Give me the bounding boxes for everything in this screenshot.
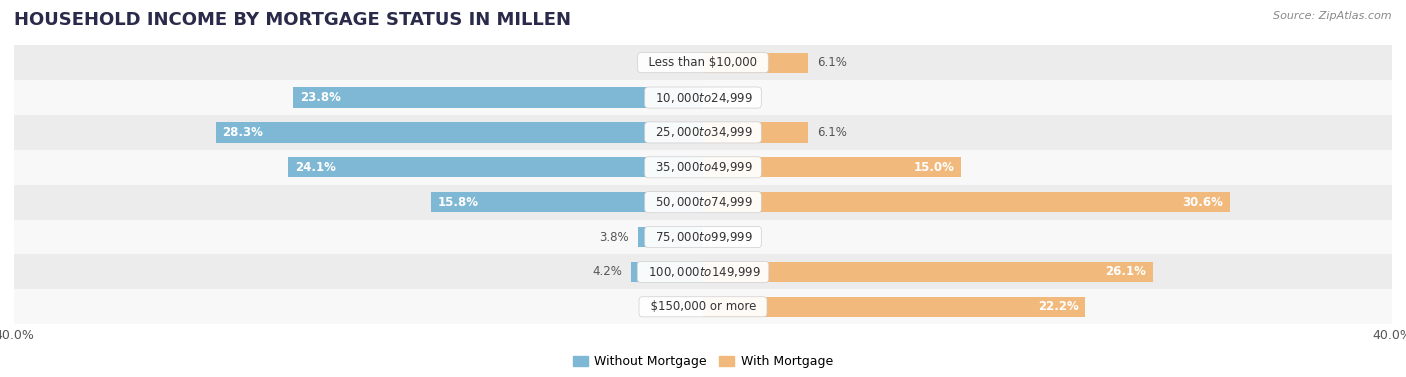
Text: 15.8%: 15.8%: [437, 196, 479, 208]
Bar: [14, 80, 1392, 115]
Text: 22.2%: 22.2%: [1038, 300, 1078, 313]
Text: $100,000 to $149,999: $100,000 to $149,999: [641, 265, 765, 279]
Text: 23.8%: 23.8%: [299, 91, 340, 104]
Text: $150,000 or more: $150,000 or more: [643, 300, 763, 313]
Text: 24.1%: 24.1%: [295, 161, 336, 174]
Bar: [288, 157, 703, 178]
Bar: [14, 290, 1392, 324]
Bar: [14, 45, 1392, 80]
Text: 30.6%: 30.6%: [1182, 196, 1223, 208]
Text: 4.2%: 4.2%: [592, 265, 621, 278]
Text: $50,000 to $74,999: $50,000 to $74,999: [648, 195, 758, 209]
Text: $75,000 to $99,999: $75,000 to $99,999: [648, 230, 758, 244]
Bar: [637, 227, 703, 247]
Text: 6.1%: 6.1%: [817, 126, 846, 139]
Text: Less than $10,000: Less than $10,000: [641, 56, 765, 69]
Bar: [292, 87, 703, 108]
Text: 0.0%: 0.0%: [665, 300, 695, 313]
Bar: [14, 219, 1392, 254]
Text: 6.1%: 6.1%: [817, 56, 846, 69]
Bar: [14, 254, 1392, 290]
Bar: [430, 192, 703, 212]
Bar: [14, 185, 1392, 219]
Text: 28.3%: 28.3%: [222, 126, 263, 139]
Bar: [14, 115, 1392, 150]
Text: 15.0%: 15.0%: [914, 161, 955, 174]
Bar: [703, 262, 1153, 282]
Bar: [703, 157, 962, 178]
Text: HOUSEHOLD INCOME BY MORTGAGE STATUS IN MILLEN: HOUSEHOLD INCOME BY MORTGAGE STATUS IN M…: [14, 11, 571, 29]
Bar: [703, 297, 1085, 317]
Bar: [631, 262, 703, 282]
Bar: [215, 122, 703, 143]
Text: 0.0%: 0.0%: [665, 56, 695, 69]
Bar: [703, 122, 808, 143]
Text: $25,000 to $34,999: $25,000 to $34,999: [648, 126, 758, 139]
Text: $10,000 to $24,999: $10,000 to $24,999: [648, 90, 758, 104]
Legend: Without Mortgage, With Mortgage: Without Mortgage, With Mortgage: [574, 355, 832, 368]
Text: 3.8%: 3.8%: [599, 231, 628, 244]
Text: Source: ZipAtlas.com: Source: ZipAtlas.com: [1274, 11, 1392, 21]
Text: 0.0%: 0.0%: [711, 231, 741, 244]
Text: 26.1%: 26.1%: [1105, 265, 1146, 278]
Text: $35,000 to $49,999: $35,000 to $49,999: [648, 160, 758, 174]
Text: 0.0%: 0.0%: [711, 91, 741, 104]
Bar: [703, 52, 808, 73]
Bar: [703, 192, 1230, 212]
Bar: [14, 150, 1392, 185]
